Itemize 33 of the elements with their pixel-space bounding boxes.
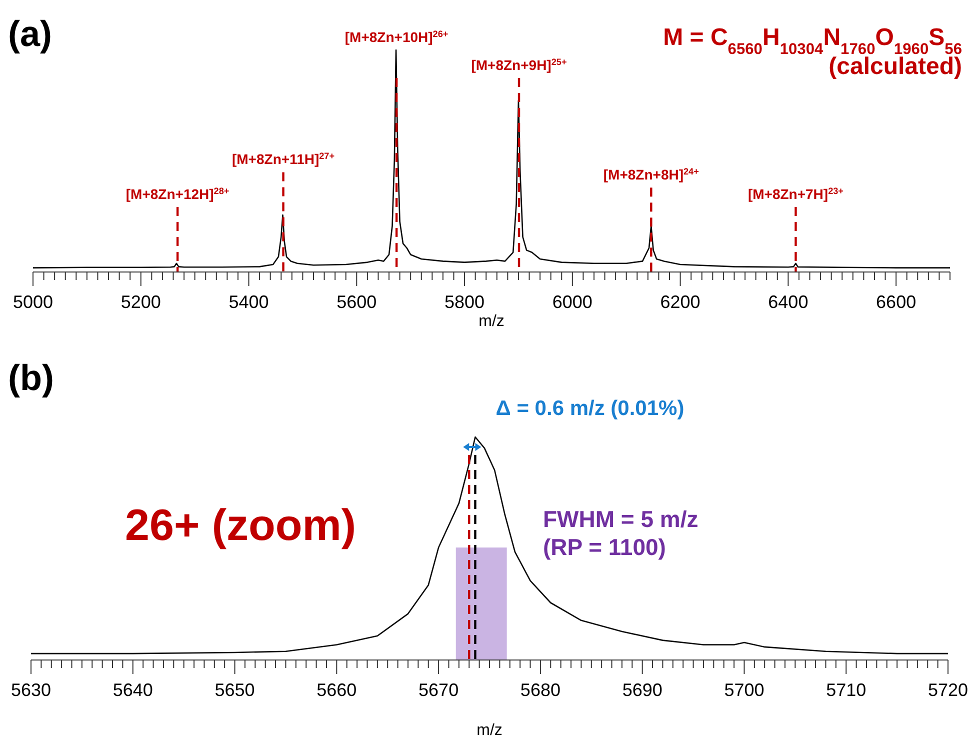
annotation: (RP = 1100) (543, 534, 666, 560)
x-tick-label: 5680 (520, 680, 560, 700)
x-tick-label: 6200 (660, 292, 700, 312)
x-tick-label: 6600 (876, 292, 916, 312)
x-tick-label: 5720 (928, 680, 968, 700)
annotation: FWHM = 5 m/z (543, 506, 698, 532)
ref-line-label: [M+8Zn+10H]$^{26+}$ (344, 29, 448, 45)
x-tick-label: 5710 (826, 680, 866, 700)
text: Δ = 0.6 m/z (0.01%) (496, 397, 684, 420)
x-tick-label: 6400 (768, 292, 808, 312)
x-tick-label: 5650 (214, 680, 255, 700)
ref-line-label: [M+8Zn+11H]$^{27+}$ (232, 151, 335, 168)
x-tick-label: 5200 (120, 292, 161, 312)
x-tick-label: 5000 (12, 292, 54, 312)
x-tick-label: 6000 (552, 292, 592, 312)
x-tick-label: 5400 (228, 292, 269, 312)
x-axis-title: m/z (476, 722, 502, 739)
x-tick-label: 5660 (316, 680, 357, 700)
x-tick-label: 5600 (336, 292, 377, 312)
chart-title: (a) (8, 13, 52, 54)
x-tick-label: 5690 (622, 680, 662, 700)
ref-line-label: [M+8Zn+8H]$^{24+}$ (603, 166, 699, 183)
annotation: 26+ (zoom) (125, 501, 356, 550)
x-tick-label: 5700 (724, 680, 764, 700)
ref-line-label: [M+8Zn+9H]$^{25+}$ (471, 57, 567, 73)
x-tick-label: 5630 (10, 680, 52, 700)
ref-line-label: [M+8Zn+7H]$^{23+}$ (748, 186, 844, 202)
x-tick-label: 5800 (444, 292, 485, 312)
x-axis-title: m/z (478, 313, 504, 330)
x-tick-label: 5670 (418, 680, 459, 700)
ref-line-label: [M+8Zn+12H]$^{28+}$ (126, 186, 230, 202)
x-tick-label: 5640 (112, 680, 153, 700)
chart-title: (b) (8, 357, 54, 398)
